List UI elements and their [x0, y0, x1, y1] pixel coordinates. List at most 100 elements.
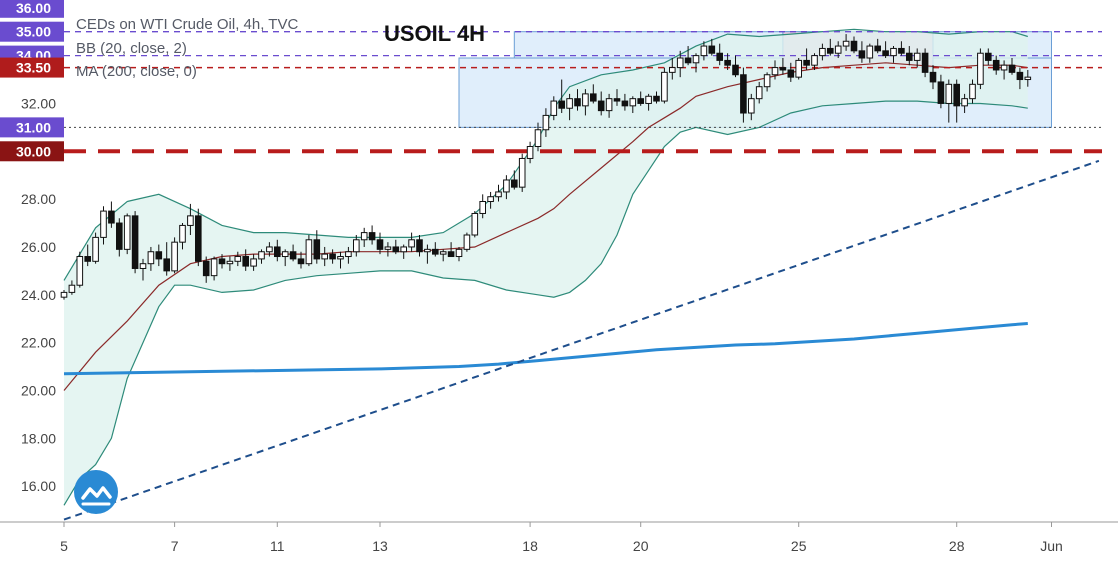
candle-body: [321, 253, 328, 260]
candle-body: [60, 291, 68, 298]
logo[interactable]: [74, 470, 118, 514]
candle-body: [171, 241, 178, 272]
candle-body: [526, 146, 534, 159]
candle-body: [108, 210, 115, 224]
candle-body: [187, 215, 194, 226]
candle: [195, 208, 202, 267]
candle: [913, 48, 921, 68]
candle: [755, 81, 763, 104]
candle: [1008, 58, 1016, 75]
price-badge-30.00: 30.00: [0, 141, 64, 162]
candle: [400, 244, 407, 259]
candle: [1000, 60, 1008, 80]
candle-body: [274, 246, 281, 258]
candle-body: [629, 98, 637, 107]
candle: [242, 249, 249, 271]
candle: [890, 46, 897, 63]
candle: [416, 234, 423, 257]
price-badge-bg: [0, 21, 64, 42]
candle-body: [416, 239, 423, 253]
candle-body: [858, 50, 866, 59]
candle-body: [653, 95, 660, 102]
candle-body: [376, 239, 384, 250]
candle-body: [669, 67, 676, 73]
candle-body: [439, 251, 447, 255]
candle: [60, 290, 68, 300]
candle: [558, 79, 566, 114]
candle-body: [123, 215, 131, 250]
candle-body: [463, 234, 471, 250]
candle-body: [953, 83, 961, 107]
y-tick-label: 24.00: [21, 287, 56, 303]
candle: [969, 79, 976, 104]
candle: [566, 93, 573, 121]
candle-body: [100, 210, 107, 238]
candle: [123, 213, 131, 255]
candle-body: [969, 83, 976, 100]
candle-body: [337, 256, 344, 260]
candle-body: [479, 201, 486, 214]
candle-body: [281, 251, 289, 258]
candle-body: [250, 258, 257, 267]
price-badge-35.00: 35.00: [0, 21, 64, 42]
indicator-bb-label: BB (20, close, 2): [76, 40, 187, 57]
candle: [337, 251, 344, 269]
symbol-line: CEDs on WTI Crude Oil, 4h, TVC: [76, 16, 298, 33]
candle: [226, 256, 234, 271]
candle-body: [218, 258, 226, 265]
candle-body: [992, 59, 1000, 71]
candle: [479, 194, 486, 219]
candle: [526, 141, 534, 164]
candle: [771, 60, 779, 80]
candle: [692, 53, 700, 73]
candle-body: [368, 232, 376, 241]
candle-body: [811, 55, 818, 66]
candle-body: [898, 47, 905, 54]
candle: [210, 256, 218, 281]
logo-wave-icon: [81, 486, 112, 500]
candle-body: [242, 256, 249, 267]
candle: [384, 242, 392, 257]
candle: [929, 65, 937, 90]
candle-body: [487, 196, 494, 203]
candle-body: [716, 52, 724, 61]
candle: [700, 41, 708, 61]
candle: [779, 58, 787, 75]
candle-body: [890, 47, 897, 57]
candle: [763, 72, 771, 92]
candle-body: [779, 67, 787, 71]
candle-body: [661, 71, 668, 102]
candle: [439, 249, 447, 262]
candle-body: [874, 45, 882, 52]
candle: [250, 254, 257, 271]
candle-body: [566, 98, 573, 109]
candle: [1024, 69, 1032, 87]
x-tick-label: 20: [633, 538, 649, 554]
candle-body: [202, 260, 210, 277]
candle-body: [708, 45, 716, 54]
candle: [953, 79, 961, 123]
candle-body: [447, 251, 455, 258]
candle: [179, 223, 186, 250]
price-badge-bg: [0, 141, 64, 162]
candle: [408, 232, 415, 252]
candle: [803, 48, 810, 70]
candle-body: [692, 55, 700, 64]
candle: [669, 58, 676, 80]
candle: [637, 91, 645, 106]
candle: [503, 175, 510, 200]
candle: [360, 227, 368, 247]
candle: [187, 203, 194, 235]
candle: [977, 48, 984, 90]
bb-basis-line: [63, 62, 1028, 391]
candle: [605, 93, 613, 118]
candle: [155, 244, 163, 267]
candle: [724, 53, 731, 70]
indicator-ma-label: MA (200, close, 0): [76, 63, 197, 80]
candle: [921, 48, 929, 78]
candle: [621, 93, 629, 111]
candle-body: [329, 253, 336, 260]
candle-body: [945, 83, 953, 104]
candle: [858, 41, 866, 63]
